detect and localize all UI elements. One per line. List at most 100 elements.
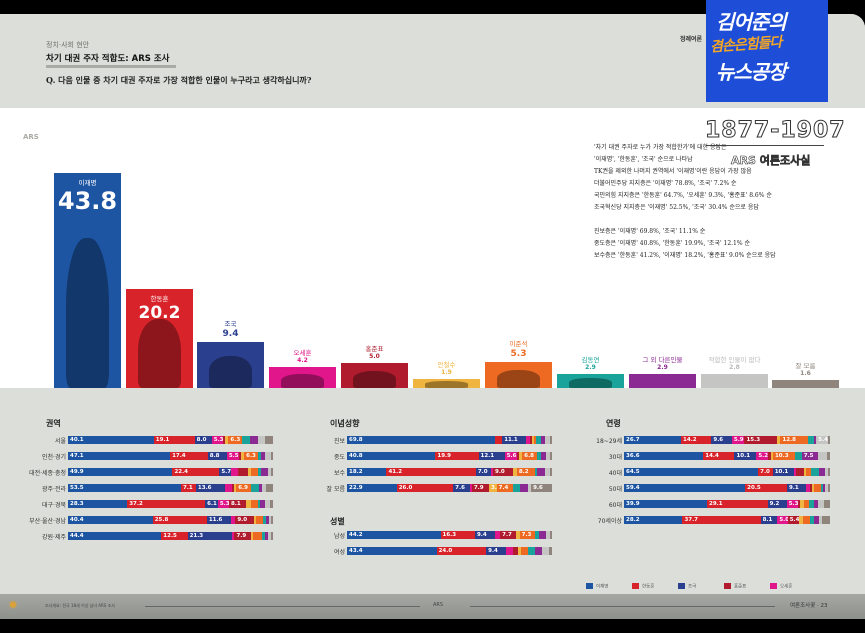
- segment-조국: 8.0: [194, 436, 212, 444]
- segment-잘 모름: [828, 468, 830, 476]
- segment-그 외 다른인물: [259, 484, 263, 492]
- segment-안철수: [799, 500, 804, 508]
- bar-8: [629, 373, 696, 388]
- footer-rule: [470, 606, 775, 607]
- segment-한동훈: 24.0: [436, 547, 487, 555]
- segment-적합한 인물이 없다: 5.4: [816, 436, 828, 444]
- segment-오세훈: 5.3: [786, 500, 798, 508]
- segment-오세훈: [793, 468, 796, 476]
- segment-한동훈: 19.9: [435, 452, 479, 460]
- segment-조국: 9.4: [474, 531, 495, 539]
- segment-오세훈: 5.0: [777, 516, 788, 524]
- bar-5: [413, 378, 480, 388]
- segment-그 외 다른인물: 7.5: [801, 452, 818, 460]
- row-label: 진보: [333, 438, 345, 445]
- title-underline: [46, 65, 176, 68]
- segment-한동훈: 14.2: [681, 436, 712, 444]
- segment-안철수: [248, 468, 252, 476]
- segment-이재명: 39.9: [624, 500, 708, 508]
- segment-오세훈: [469, 484, 472, 492]
- stacked-bar-row: 47.1 17.4 8.8 5.5 6.3: [68, 452, 273, 460]
- segment-홍준표: [232, 484, 235, 492]
- bar-value: 5.3: [510, 348, 527, 359]
- segment-조국: 12.1: [478, 452, 505, 460]
- segment-한동훈: 20.5: [745, 484, 787, 492]
- bar-6: [485, 361, 552, 388]
- segment-이준석: 7.3: [519, 531, 536, 539]
- segment-이준석: [520, 547, 529, 555]
- segment-이준석: 6.9: [236, 484, 251, 492]
- segment-홍준표: 7.9: [471, 484, 489, 492]
- segment-이재명: 40.8: [347, 452, 436, 460]
- segment-안철수: [234, 484, 237, 492]
- segment-홍준표: 9.0: [493, 468, 513, 476]
- segment-한동훈: 7.1: [180, 484, 196, 492]
- segment-이준석: 7.4: [496, 484, 513, 492]
- segment-그 외 다른인물: [541, 436, 545, 444]
- legend-label: 오세훈: [780, 584, 793, 590]
- bar-value: 20.2: [138, 302, 181, 323]
- survey-question: Q. 다음 인물 중 차기 대권 주자로 가장 적합한 인물이 누구라고 생각하…: [46, 75, 312, 85]
- segment-적합한 인물이 없다: [267, 468, 272, 476]
- stacked-bar-row: 40.8 19.9 12.1 5.6 6.8: [347, 452, 552, 460]
- breakdown-title: 연령: [606, 419, 621, 428]
- segment-이준석: [806, 468, 812, 476]
- segment-그 외 다른인물: [539, 531, 546, 539]
- row-label: 광주·전라: [42, 486, 66, 493]
- bar-9: [701, 374, 768, 388]
- row-label: 남성: [333, 533, 345, 540]
- segment-안철수: [512, 468, 517, 476]
- stacked-bar-row: 40.1 19.1 8.0 5.3 6.3: [68, 436, 273, 444]
- row-label: 서울: [54, 438, 66, 445]
- portrait-silhouette: [281, 373, 324, 388]
- segment-적합한 인물이 없다: [257, 436, 266, 444]
- breakdown-title: 권역: [46, 419, 61, 428]
- bar-value: 4.2: [297, 357, 308, 365]
- segment-이준석: [251, 500, 259, 508]
- portrait-silhouette: [209, 355, 252, 388]
- segment-안철수: [517, 547, 521, 555]
- page-title: 차기 대권 주자 적합도: ARS 조사: [46, 54, 170, 64]
- segment-잘 모름: [265, 484, 273, 492]
- legend-item: 이재명: [586, 583, 608, 590]
- bar-4: [341, 363, 408, 388]
- segment-잘 모름: [269, 500, 273, 508]
- bar-label: 적합한 인물이 없다: [708, 356, 761, 365]
- legend-swatch: [632, 583, 639, 589]
- segment-적합한 인물이 없다: [544, 436, 550, 444]
- summary-line: '이재명', '한동훈', '조국' 순으로 나타남: [594, 156, 693, 163]
- segment-그 외 다른인물: [541, 452, 546, 460]
- segment-적합한 인물이 없다: [268, 516, 271, 524]
- stacked-bar-row: 18.2 41.2 7.0 9.0 8.2: [347, 468, 552, 476]
- segment-홍준표: 9.0: [235, 516, 255, 524]
- bar-label: 안철수: [437, 360, 456, 369]
- segment-이준석: 6.3: [228, 436, 242, 444]
- bar-value: 2.9: [585, 363, 596, 371]
- summary-line: TK권을 제외한 나머지 권역에서 '이재명'이란 응답이 가장 많음: [594, 168, 752, 175]
- segment-한동훈: 19.1: [153, 436, 195, 444]
- segment-적합한 인물이 없다: [818, 500, 824, 508]
- logo-line-3: 뉴스공장: [716, 60, 787, 84]
- segment-안철수: [516, 531, 520, 539]
- report-page: 정치·사회 현안 차기 대권 주자 적합도: ARS 조사 Q. 다음 인물 중…: [0, 14, 865, 619]
- row-label: 18~29세: [596, 438, 622, 445]
- segment-김동연: [258, 500, 261, 508]
- segment-김동연: [536, 436, 542, 444]
- legend-swatch: [586, 583, 593, 589]
- segment-이준석: 6.3: [244, 452, 258, 460]
- phone-number: 1877-1907: [705, 118, 846, 144]
- segment-김동연: [528, 547, 536, 555]
- main-bar-chart: ARS 이재명 43.8 한동훈 20.2 조국 9.4 오세훈 4.2 홍준표 5.0 안철수 1.…: [0, 108, 865, 388]
- segment-오세훈: [231, 468, 238, 476]
- segment-김동연: [250, 484, 260, 492]
- segment-그 외 다른인물: [260, 500, 265, 508]
- segment-그 외 다른인물: [265, 516, 269, 524]
- row-label: 여성: [333, 549, 345, 556]
- stacked-bar-row: 26.7 14.2 9.6 5.9 15.3 12.8 5.4: [624, 436, 830, 444]
- segment-안철수: [240, 452, 245, 460]
- portrait-silhouette: [425, 381, 468, 388]
- row-label: 대전·세종·충청: [29, 470, 66, 477]
- page-number: 여론조사꽃 · 23: [790, 603, 828, 609]
- row-label: 인천·경기: [42, 454, 66, 461]
- segment-한동훈: 25.8: [152, 516, 207, 524]
